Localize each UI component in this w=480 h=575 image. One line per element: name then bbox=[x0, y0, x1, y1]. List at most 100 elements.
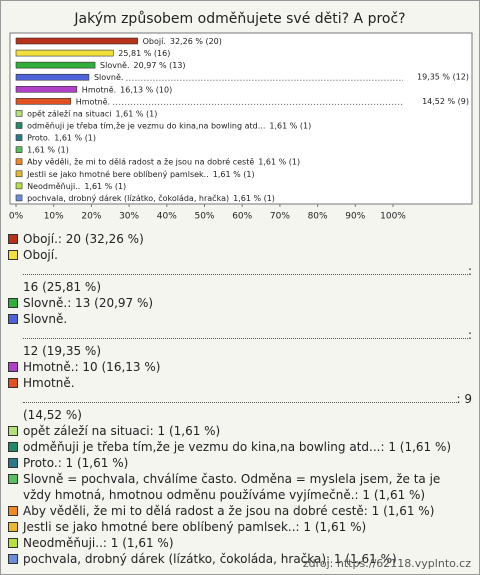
bar-label: pochvala, drobný dárek (lízátko, čokolád… bbox=[27, 192, 275, 202]
value-label: 16,13 % (10) bbox=[120, 85, 172, 94]
bar-category: opět záleží na situaci bbox=[27, 109, 111, 118]
bar-label: opět záleží na situaci 1,61 % (1) bbox=[27, 109, 157, 118]
legend-swatch bbox=[8, 426, 18, 436]
x-tick-label: 40% bbox=[157, 212, 177, 222]
bar-label: Slovně. 20,97 % (13) bbox=[100, 61, 185, 70]
bar bbox=[15, 37, 138, 45]
bar-category: odměňuji je třeba tím,že je vezmu do kin… bbox=[27, 120, 265, 130]
chart-title: Jakým způsobem odměňujete své děti? A pr… bbox=[73, 11, 405, 27]
legend-text: odměňuji je třeba tím,že je vezmu do kin… bbox=[23, 439, 472, 455]
legend-text: Obojí.: 16 (25,81 %) bbox=[23, 247, 472, 295]
bar bbox=[15, 194, 23, 202]
legend-text: Slovně = pochvala, chválíme často. Odměn… bbox=[23, 471, 472, 503]
x-tick-label: 60% bbox=[232, 212, 252, 222]
legend-item: Obojí.: 16 (25,81 %) bbox=[8, 247, 472, 295]
legend-swatch bbox=[8, 474, 18, 484]
bar-label: Jestli se jako hmotné bere oblíbený paml… bbox=[26, 168, 255, 178]
value-label: 1,61 % (1) bbox=[54, 133, 96, 142]
legend-item: Slovně = pochvala, chválíme často. Odměn… bbox=[8, 471, 472, 503]
bar bbox=[15, 182, 23, 190]
legend-line: odměňuji je třeba tím,že je vezmu do kin… bbox=[23, 440, 452, 454]
legend-line: Hmotně.: 10 (16,13 %) bbox=[23, 360, 161, 374]
value-label: 1,61 % (1) bbox=[84, 181, 126, 190]
legend-text: Jestli se jako hmotné bere oblíbený paml… bbox=[23, 519, 472, 535]
bar-category: Neodměňuji.. bbox=[27, 180, 80, 190]
legend-line: : bbox=[467, 328, 472, 342]
x-tick-label: 90% bbox=[345, 212, 365, 222]
legend-line: Aby věděli, že mi to dělá radost a že js… bbox=[23, 504, 435, 518]
x-tick-label: 70% bbox=[270, 212, 290, 222]
legend-item: Jestli se jako hmotné bere oblíbený paml… bbox=[8, 519, 472, 535]
bar bbox=[15, 134, 23, 141]
value-label: 20,97 % (13) bbox=[134, 61, 186, 70]
bar bbox=[15, 73, 90, 81]
legend-line: : bbox=[467, 264, 472, 278]
bar-category: Obojí. bbox=[143, 37, 166, 46]
legend-swatch bbox=[8, 378, 18, 388]
dots bbox=[23, 273, 468, 275]
bar-label: Proto. 1,61 % (1) bbox=[27, 133, 96, 142]
value-label: 1,61 % (1) bbox=[213, 169, 255, 178]
legend-item: Hmotně.: 10 (16,13 %) bbox=[8, 359, 472, 375]
value-label: 19,35 % (12) bbox=[417, 73, 469, 82]
legend-swatch bbox=[8, 250, 18, 260]
value-label: 1,61 % (1) bbox=[258, 157, 300, 166]
legend-line: : 9 bbox=[456, 392, 473, 406]
legend-item: Hmotně. : 9 (14,52 %) bbox=[8, 375, 472, 423]
source: zdroj: https://62118.vyplnto.cz bbox=[302, 557, 471, 570]
legend-swatch bbox=[8, 538, 18, 548]
bar-category: Slovně. bbox=[94, 73, 123, 82]
legend-line: Slovně.: 13 (20,97 %) bbox=[23, 296, 154, 310]
x-tick-label: 100% bbox=[380, 212, 406, 222]
legend-swatch bbox=[8, 506, 18, 516]
bar-category: Aby věděli, že mi to dělá radost a že js… bbox=[27, 156, 254, 166]
legend-line: pochvala, drobný dárek (lízátko, čokolád… bbox=[23, 552, 397, 566]
bar bbox=[15, 61, 96, 69]
legend-text: Slovně.: 12 (19,35 %) bbox=[23, 311, 472, 359]
legend-item: odměňuji je třeba tím,že je vezmu do kin… bbox=[8, 439, 472, 455]
bar-category: Proto. bbox=[27, 133, 50, 142]
legend-text: Aby věděli, že mi to dělá radost a že js… bbox=[23, 503, 472, 519]
legend-text: Neodměňuji..: 1 (1,61 %) bbox=[23, 535, 472, 551]
legend-line: 12 (19,35 %) bbox=[23, 344, 102, 358]
x-tick-label: 50% bbox=[194, 212, 214, 222]
legend-line: Hmotně. bbox=[23, 376, 75, 390]
legend-swatch bbox=[8, 458, 18, 468]
x-tick-label: 80% bbox=[308, 212, 328, 222]
legend-line: Proto.: 1 (1,61 %) bbox=[23, 456, 129, 470]
bar-category: Slovně. bbox=[100, 61, 129, 70]
bar-label: Hmotně. 16,13 % (10) bbox=[82, 85, 172, 94]
bar-label: Hmotně. bbox=[76, 97, 110, 106]
legend-text: Obojí.: 20 (32,26 %) bbox=[23, 231, 472, 247]
bar bbox=[15, 49, 114, 57]
bar bbox=[15, 122, 23, 129]
value-label: 1,61 % (1) bbox=[27, 145, 69, 154]
legend-leader: : 9 bbox=[23, 391, 472, 407]
legend-swatch bbox=[8, 314, 18, 324]
legend-line: opět záleží na situaci: 1 (1,61 %) bbox=[23, 424, 221, 438]
legend-swatch bbox=[8, 554, 18, 564]
bar-label: odměňuji je třeba tím,že je vezmu do kin… bbox=[27, 120, 311, 130]
legend-swatch bbox=[8, 522, 18, 532]
legend-line: Slovně. bbox=[23, 312, 68, 326]
bar bbox=[15, 110, 23, 117]
legend-item: Neodměňuji..: 1 (1,61 %) bbox=[8, 535, 472, 551]
bar-category: Hmotně. bbox=[82, 85, 116, 94]
legend-text: Slovně.: 13 (20,97 %) bbox=[23, 295, 472, 311]
bar-label: Neodměňuji.. 1,61 % (1) bbox=[27, 180, 126, 190]
bar bbox=[15, 170, 23, 178]
value-label: 1,61 % (1) bbox=[269, 121, 311, 130]
legend-line: Obojí. bbox=[23, 248, 58, 262]
legend-line: Slovně = pochvala, chválíme často. Odměn… bbox=[23, 472, 441, 502]
legend-item: opět záleží na situaci: 1 (1,61 %) bbox=[8, 423, 472, 439]
bar-category: Hmotně. bbox=[76, 97, 110, 106]
legend-line: (14,52 %) bbox=[23, 408, 82, 422]
legend-leader: : bbox=[23, 327, 472, 343]
bar bbox=[15, 146, 23, 153]
bar-category: Jestli se jako hmotné bere oblíbený paml… bbox=[26, 168, 209, 178]
legend-line: Jestli se jako hmotné bere oblíbený paml… bbox=[23, 520, 367, 534]
bar-label: Obojí. 32,26 % (20) bbox=[143, 37, 222, 46]
legend-item: Slovně.: 12 (19,35 %) bbox=[8, 311, 472, 359]
legend-swatch bbox=[8, 442, 18, 452]
